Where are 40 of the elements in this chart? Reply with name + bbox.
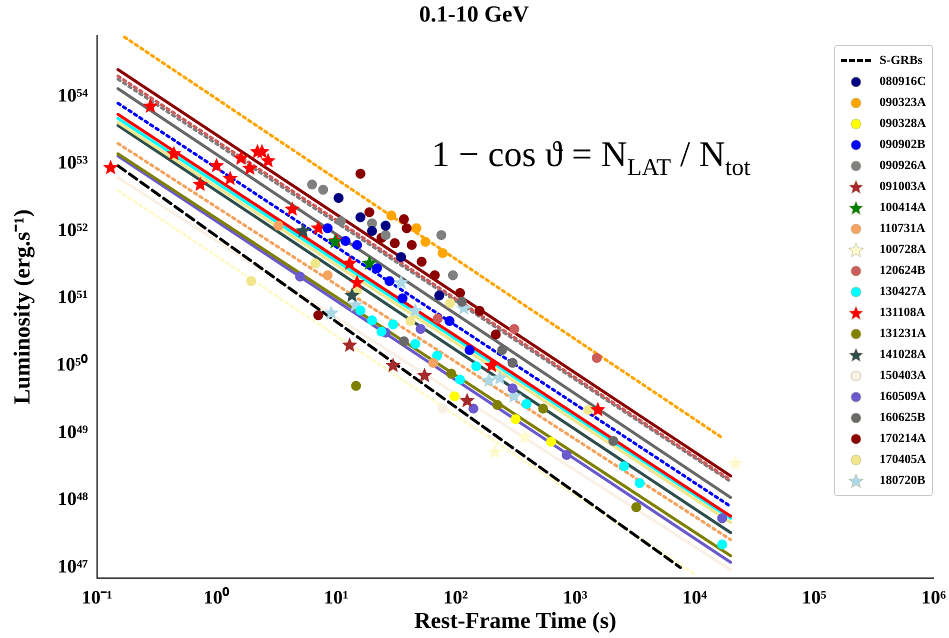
x-tick-label: 10³: [562, 587, 588, 608]
x-tick-label: 10⁶: [921, 587, 946, 608]
legend-label: 080916C: [879, 74, 926, 89]
legend-label: 090926A: [879, 158, 926, 173]
y-tick-label: 10⁵⁴: [58, 85, 88, 106]
y-tick-label: 10⁵³: [58, 152, 88, 174]
y-tick-label: 10⁵⁰: [56, 354, 88, 376]
legend-label: 131108A: [879, 305, 926, 320]
x-tick-label: 10²: [443, 587, 468, 608]
legend-label: 100414A: [879, 200, 926, 215]
x-tick-label: 10⁴: [682, 587, 708, 608]
x-axis-title: Rest-Frame Time (s): [414, 608, 616, 634]
x-tick-label: 10⁰: [204, 586, 230, 608]
chart-title: 0.1-10 GeV: [419, 2, 530, 27]
y-tick-label: 10⁴⁷: [58, 556, 88, 578]
legend-label: 100728A: [879, 242, 926, 257]
legend-label: 090902B: [879, 137, 926, 152]
legend-label: 090328A: [879, 116, 926, 131]
y-tick-label: 10⁵²: [58, 220, 88, 241]
legend-label: 160509A: [879, 389, 926, 404]
x-tick-label: 10¹: [324, 587, 348, 608]
legend-label: 170405A: [879, 452, 926, 467]
legend-label: 130427A: [879, 284, 926, 299]
legend-label: 141028A: [879, 347, 926, 362]
x-tick-label: 10⁻¹: [82, 587, 112, 608]
legend-label: 120624B: [879, 263, 926, 278]
legend-label: 091003A: [879, 179, 926, 194]
x-tick-label: 10⁵: [802, 587, 827, 608]
legend-label: S-GRBs: [879, 53, 923, 68]
y-tick-label: 10⁴⁸: [58, 489, 88, 510]
legend-label: 160625B: [879, 410, 926, 425]
y-tick-label: 10⁵¹: [58, 287, 88, 308]
legend-label: 131231A: [879, 326, 926, 341]
y-tick-label: 10⁴⁹: [58, 422, 88, 443]
y-axis-title: Luminosity (erg.s⁻¹): [10, 209, 36, 404]
legend-label: 090323A: [879, 95, 926, 110]
legend-label: 150403A: [879, 368, 926, 383]
legend-label: 180720B: [879, 473, 926, 488]
legend-label: 170214A: [879, 431, 926, 446]
legend-label: 110731A: [879, 221, 926, 236]
